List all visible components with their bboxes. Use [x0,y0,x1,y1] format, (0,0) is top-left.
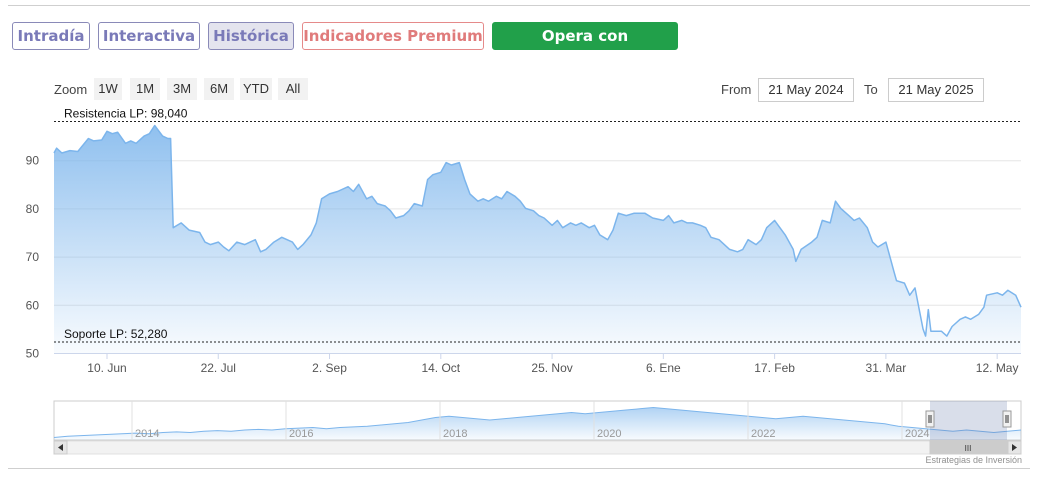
navigator-year-label: 2024 [905,428,929,440]
x-tick-label: 2. Sep [312,361,347,375]
tab-intradia[interactable]: Intradía [12,22,90,50]
navigator-year-label: 2014 [135,428,159,440]
to-date-input[interactable]: 21 May 2025 [888,78,984,102]
price-series-line[interactable] [53,124,1022,337]
opera-freedom24-button[interactable]: Opera con Freedom24 [492,22,678,71]
credit-label: Estrategias de Inversión [925,455,1022,465]
navigator-line [53,406,1022,438]
navigator-area [54,407,1021,440]
tab-interactiva[interactable]: Interactiva [98,22,200,50]
zoom-button-3m[interactable]: 3M [167,78,197,100]
zoom-label: Zoom [54,82,88,97]
top-divider [8,5,1030,6]
from-label: From [721,82,752,97]
arrow-left-icon [58,444,63,451]
navigator-selection[interactable] [930,401,1007,440]
x-tick-label: 22. Jul [201,361,236,375]
zoom-button-ytd[interactable]: YTD [240,78,272,100]
scrollbar-track[interactable] [53,440,1022,455]
y-tick-label: 50 [26,347,40,361]
x-tick-label: 17. Feb [754,361,795,375]
navigator-handle-left[interactable] [925,410,935,428]
tab-indicadores-premium[interactable]: Indicadores Premium [302,22,484,50]
zoom-button-all[interactable]: All [278,78,308,100]
x-tick-label: 14. Oct [421,361,460,375]
x-tick-label: 6. Ene [646,361,681,375]
navigator-year-label: 2016 [289,428,313,440]
navigator-year-label: 2020 [597,428,621,440]
y-tick-label: 80 [26,202,40,216]
support-label: Soporte LP: 52,280 [64,327,168,341]
zoom-button-6m[interactable]: 6M [204,78,234,100]
bottom-divider [8,468,1030,469]
x-tick-label: 25. Nov [531,361,572,375]
x-tick-label: 10. Jun [87,361,126,375]
arrow-right-icon [1012,444,1017,451]
y-tick-label: 90 [26,154,40,168]
y-tick-label: 60 [26,298,40,312]
resistance-label: Resistencia LP: 98,040 [64,106,188,120]
from-date-input[interactable]: 21 May 2024 [758,78,854,102]
navigator-year-label: 2022 [751,428,775,440]
navigator-year-label: 2018 [443,428,467,440]
price-area-fill [54,125,1021,353]
x-tick-label: 12. May [976,361,1019,375]
zoom-button-1m[interactable]: 1M [130,78,160,100]
scrollbar-thumb[interactable] [929,440,1008,455]
zoom-button-1w[interactable]: 1W [94,78,122,100]
tab-historica[interactable]: Histórica [208,22,294,50]
navigator-handle-right[interactable] [1002,410,1012,428]
x-tick-label: 31. Mar [866,361,907,375]
scrollbar-grip: III [965,444,972,453]
y-tick-label: 70 [26,250,40,264]
to-label: To [864,82,878,97]
